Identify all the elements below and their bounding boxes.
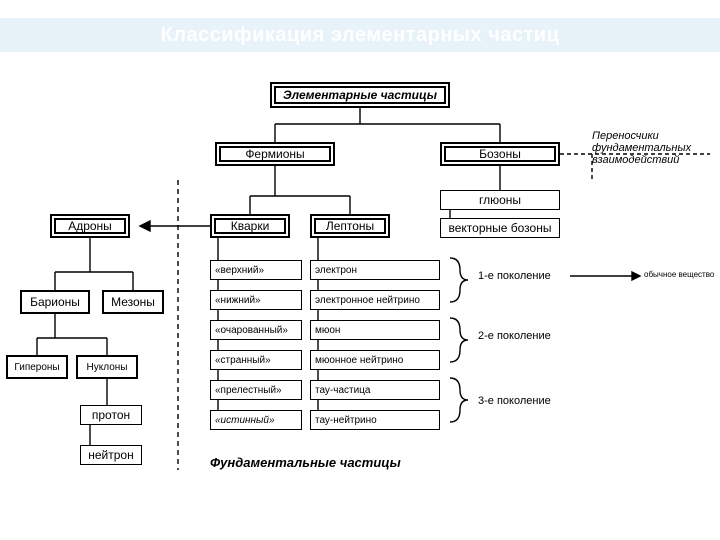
- lepton-item: электронное нейтрино: [310, 290, 440, 310]
- node-vector-bosons: векторные бозоны: [440, 218, 560, 238]
- generation-label: 3-е поколение: [478, 395, 551, 407]
- node-quarks: Кварки: [210, 214, 290, 238]
- node-mesons: Мезоны: [102, 290, 164, 314]
- node-hyperons: Гипероны: [6, 355, 68, 379]
- generation-label: 1-е поколение: [478, 270, 551, 282]
- quark-item: «странный»: [210, 350, 302, 370]
- node-fermions: Фермионы: [215, 142, 335, 166]
- node-root: Элементарные частицы: [270, 82, 450, 108]
- carriers-note: Переносчикифундаментальныхвзаимодействий: [592, 130, 691, 166]
- quark-item: «нижний»: [210, 290, 302, 310]
- quark-item: «очарованный»: [210, 320, 302, 340]
- lepton-item: мюонное нейтрино: [310, 350, 440, 370]
- quark-item: «прелестный»: [210, 380, 302, 400]
- node-bosons: Бозоны: [440, 142, 560, 166]
- lepton-item: электрон: [310, 260, 440, 280]
- node-leptons: Лептоны: [310, 214, 390, 238]
- node-nucleons: Нуклоны: [76, 355, 138, 379]
- quark-item: «верхний»: [210, 260, 302, 280]
- lepton-item: тау-нейтрино: [310, 410, 440, 430]
- bottom-caption: Фундаментальные частицы: [210, 455, 401, 470]
- node-hadrons: Адроны: [50, 214, 130, 238]
- node-proton: протон: [80, 405, 142, 425]
- node-neutron: нейтрон: [80, 445, 142, 465]
- node-gluons: глюоны: [440, 190, 560, 210]
- generation-label: 2-е поколение: [478, 330, 551, 342]
- lepton-item: мюон: [310, 320, 440, 340]
- quark-item: «истинный»: [210, 410, 302, 430]
- generation-note: обычное вещество: [644, 270, 714, 279]
- lepton-item: тау-частица: [310, 380, 440, 400]
- node-baryons: Барионы: [20, 290, 90, 314]
